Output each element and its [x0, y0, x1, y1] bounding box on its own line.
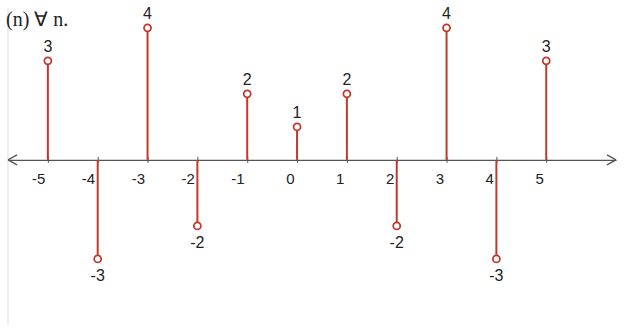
x-tick: -5 — [32, 157, 48, 187]
plot: -5 -4 -3 -2 -1 0 1 2 3 4 5 3 -3 4 -2 2 1 2 -2 4 -3 3 — [8, 5, 617, 325]
data-label: -2 — [190, 234, 204, 251]
x-tick-label: -3 — [132, 170, 145, 187]
x-tick: 1 — [336, 157, 347, 187]
stem-marker — [493, 255, 500, 262]
stem-marker — [543, 57, 550, 64]
stem-marker — [393, 222, 400, 229]
stem-marker — [94, 255, 101, 262]
data-labels: 3 -3 4 -2 2 1 2 -2 4 -3 3 — [43, 5, 550, 284]
x-tick: 4 — [486, 157, 497, 187]
data-label: 2 — [342, 71, 351, 88]
stem — [246, 94, 248, 160]
x-tick: -2 — [182, 157, 198, 187]
x-tick: -4 — [82, 157, 98, 187]
stem-marker — [443, 24, 450, 31]
arrow-right — [607, 155, 616, 165]
arrow-left — [8, 155, 17, 165]
data-label: 4 — [143, 5, 152, 22]
chart: -5 -4 -3 -2 -1 0 1 2 3 4 5 3 -3 4 -2 2 1 2 -2 4 -3 3 (n) ∀ n. — [0, 0, 624, 333]
stem — [196, 160, 198, 226]
stems — [44, 24, 549, 262]
stem — [396, 160, 398, 226]
stem — [147, 28, 149, 160]
x-tick-label: -4 — [82, 170, 95, 187]
stem-marker — [343, 90, 350, 97]
stem — [346, 94, 348, 160]
x-tick-label: -5 — [32, 170, 45, 187]
x-tick: 3 — [436, 157, 447, 187]
x-tick-label: 2 — [386, 170, 394, 187]
stem-marker — [244, 90, 251, 97]
x-tick-label: -1 — [231, 170, 244, 187]
stem — [446, 28, 448, 160]
title: (n) ∀ n. — [6, 8, 68, 31]
x-tick-label: 1 — [336, 170, 344, 187]
x-tick: -1 — [231, 157, 247, 187]
x-tick-label: -2 — [182, 170, 195, 187]
data-label: 2 — [243, 71, 252, 88]
data-label: 1 — [293, 104, 302, 121]
y-range-line — [8, 8, 9, 325]
x-tick: 2 — [386, 157, 397, 187]
data-label: 3 — [542, 38, 551, 55]
stem-marker — [144, 24, 151, 31]
stem — [545, 61, 547, 160]
data-label: -2 — [390, 234, 404, 251]
stem-marker — [194, 222, 201, 229]
stem — [296, 127, 298, 160]
x-tick-label: 5 — [535, 170, 543, 187]
x-tick: -3 — [132, 157, 148, 187]
x-tick-label: 3 — [436, 170, 444, 187]
x-axis: -5 -4 -3 -2 -1 0 1 2 3 4 5 — [9, 157, 617, 187]
stem — [47, 61, 49, 160]
stem-marker — [294, 123, 301, 130]
data-label: -3 — [91, 267, 105, 284]
stem — [97, 160, 99, 259]
stem — [495, 160, 497, 259]
stem-marker — [44, 57, 51, 64]
x-axis-line — [9, 160, 617, 161]
data-label: 4 — [442, 5, 451, 22]
x-tick-label: 0 — [286, 170, 294, 187]
x-tick-label: 4 — [486, 170, 494, 187]
data-label: 3 — [43, 38, 52, 55]
x-tick: 0 — [286, 157, 297, 187]
data-label: -3 — [489, 267, 503, 284]
axis-arrows — [8, 155, 616, 165]
x-tick: 5 — [535, 157, 546, 187]
